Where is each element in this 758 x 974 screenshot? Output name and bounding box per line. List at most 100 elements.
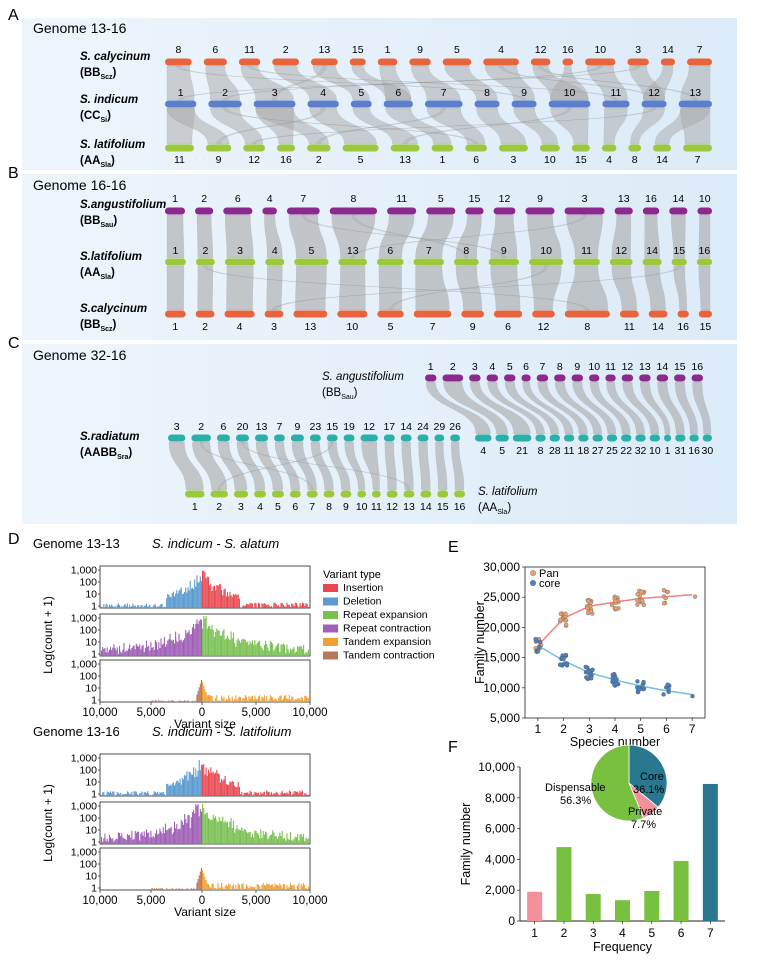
histogram-bar bbox=[228, 695, 230, 702]
histogram-bar bbox=[204, 814, 206, 844]
histogram-bar bbox=[127, 792, 130, 796]
panel-letter-d: D bbox=[8, 531, 20, 548]
a-top-chromosome bbox=[585, 58, 616, 66]
histogram-bar bbox=[218, 816, 220, 844]
histogram-bar bbox=[147, 606, 149, 608]
histogram-bar bbox=[164, 607, 167, 608]
histogram-bar bbox=[207, 695, 210, 702]
synteny-ribbon bbox=[451, 441, 465, 491]
histogram-bar bbox=[189, 580, 191, 608]
histogram-bar bbox=[294, 602, 296, 608]
panel-c-title: Genome 32-16 bbox=[33, 347, 127, 363]
a-mid-chromosome bbox=[165, 100, 197, 108]
synteny-ribbon bbox=[550, 65, 589, 101]
histogram-bar bbox=[156, 700, 158, 702]
histogram-bar bbox=[298, 883, 300, 890]
histogram-bar bbox=[251, 603, 254, 608]
scatter-legend-label: core bbox=[539, 578, 560, 590]
histogram-bar bbox=[230, 889, 232, 890]
histogram-bar bbox=[289, 832, 292, 844]
histogram-bar bbox=[273, 886, 275, 890]
b-mid-chromosome bbox=[529, 258, 564, 266]
a-top-chromosome-label: 13 bbox=[319, 44, 331, 56]
scatter-x-tick-label: 1 bbox=[535, 722, 542, 736]
bar bbox=[615, 900, 630, 921]
histogram-bar bbox=[104, 833, 106, 844]
c-mid-right-chromosome-label: 11 bbox=[564, 445, 575, 457]
histogram-bar bbox=[225, 698, 227, 702]
b-mid-chromosome bbox=[453, 258, 479, 266]
histogram-bar bbox=[203, 873, 205, 890]
scatter-point bbox=[635, 602, 640, 607]
histogram-bar bbox=[103, 838, 105, 844]
histogram-bar bbox=[221, 590, 223, 608]
histogram-bar bbox=[279, 651, 281, 656]
a-bot-chromosome-label: 10 bbox=[544, 154, 556, 166]
chromosome-tracks-b: 1 2 6 4 7 8 11 5 15 12 9 3 13 16 14 101 2 3 4 5 13 6 7 8 9 10 11 12… bbox=[80, 193, 712, 333]
histogram-bar bbox=[251, 833, 254, 844]
histogram-bar bbox=[186, 701, 188, 702]
histogram-bar bbox=[212, 586, 214, 608]
histogram-bar bbox=[303, 795, 305, 796]
scatter-point bbox=[583, 664, 588, 670]
histogram-bar bbox=[230, 595, 232, 608]
histogram-bar bbox=[158, 888, 160, 890]
histogram-bar bbox=[182, 824, 185, 844]
histogram-bar bbox=[218, 887, 220, 890]
histogram-bar bbox=[194, 579, 196, 608]
histogram-bar bbox=[223, 779, 225, 796]
a-top-chromosome bbox=[377, 58, 398, 66]
c-top-chromosome bbox=[469, 374, 481, 382]
histogram-bar bbox=[160, 888, 162, 890]
b-mid-species-name: S.latifolium bbox=[80, 251, 142, 263]
histogram-bar bbox=[276, 885, 278, 890]
histogram-bar bbox=[121, 833, 123, 844]
scatter-y-tick-label: 5,000 bbox=[490, 711, 520, 725]
histogram-bar bbox=[263, 644, 265, 656]
histogram-bar bbox=[237, 594, 239, 608]
a-mid-chromosome bbox=[253, 100, 296, 108]
histogram-bar bbox=[113, 791, 115, 796]
a-top-chromosome bbox=[627, 58, 649, 66]
histogram-bar bbox=[280, 792, 282, 796]
a-bot-chromosome bbox=[342, 144, 379, 152]
histogram-bar bbox=[125, 606, 127, 608]
histogram-bar bbox=[259, 603, 261, 608]
histogram-bar bbox=[117, 792, 119, 796]
histogram-bar bbox=[291, 885, 293, 890]
histogram-bar bbox=[193, 589, 195, 608]
b-top-chromosome bbox=[564, 207, 605, 215]
histogram-bar bbox=[230, 631, 232, 656]
panel-letter-b: B bbox=[8, 165, 19, 182]
histogram-bar bbox=[107, 841, 109, 844]
histogram-bar bbox=[185, 629, 187, 656]
histogram-bar bbox=[281, 790, 283, 796]
histogram-bar bbox=[265, 700, 267, 702]
histogram-bar bbox=[102, 841, 104, 844]
histogram-bar bbox=[156, 793, 158, 796]
scatter-y-tick-label: 10,000 bbox=[483, 681, 520, 695]
variant-legend-swatch bbox=[323, 624, 338, 633]
histogram-bar bbox=[191, 700, 194, 702]
c-bot-chromosome bbox=[357, 490, 367, 498]
c-top-chromosome-label: 16 bbox=[691, 361, 703, 373]
histogram-bar bbox=[200, 764, 202, 796]
b-mid-chromosome-label: 4 bbox=[272, 245, 278, 257]
histogram-bar bbox=[134, 605, 136, 608]
synteny-ribbon bbox=[176, 65, 527, 101]
histogram-bar bbox=[303, 603, 305, 608]
histogram-block-title: Genome 13-13 bbox=[33, 536, 120, 551]
histogram-bar bbox=[260, 792, 262, 796]
synteny-ribbon bbox=[674, 381, 698, 435]
histogram-bar bbox=[177, 593, 179, 608]
histogram-bar bbox=[305, 651, 307, 656]
histogram-bar bbox=[224, 886, 226, 890]
histogram-bar bbox=[298, 698, 300, 702]
histogram-bar bbox=[307, 649, 309, 656]
histogram-bar bbox=[269, 794, 271, 796]
variant-legend-swatch bbox=[323, 584, 338, 592]
histogram-bar bbox=[250, 791, 252, 796]
histogram-bar bbox=[176, 823, 178, 844]
histogram-bar bbox=[211, 819, 213, 844]
histogram-bar bbox=[118, 794, 121, 796]
